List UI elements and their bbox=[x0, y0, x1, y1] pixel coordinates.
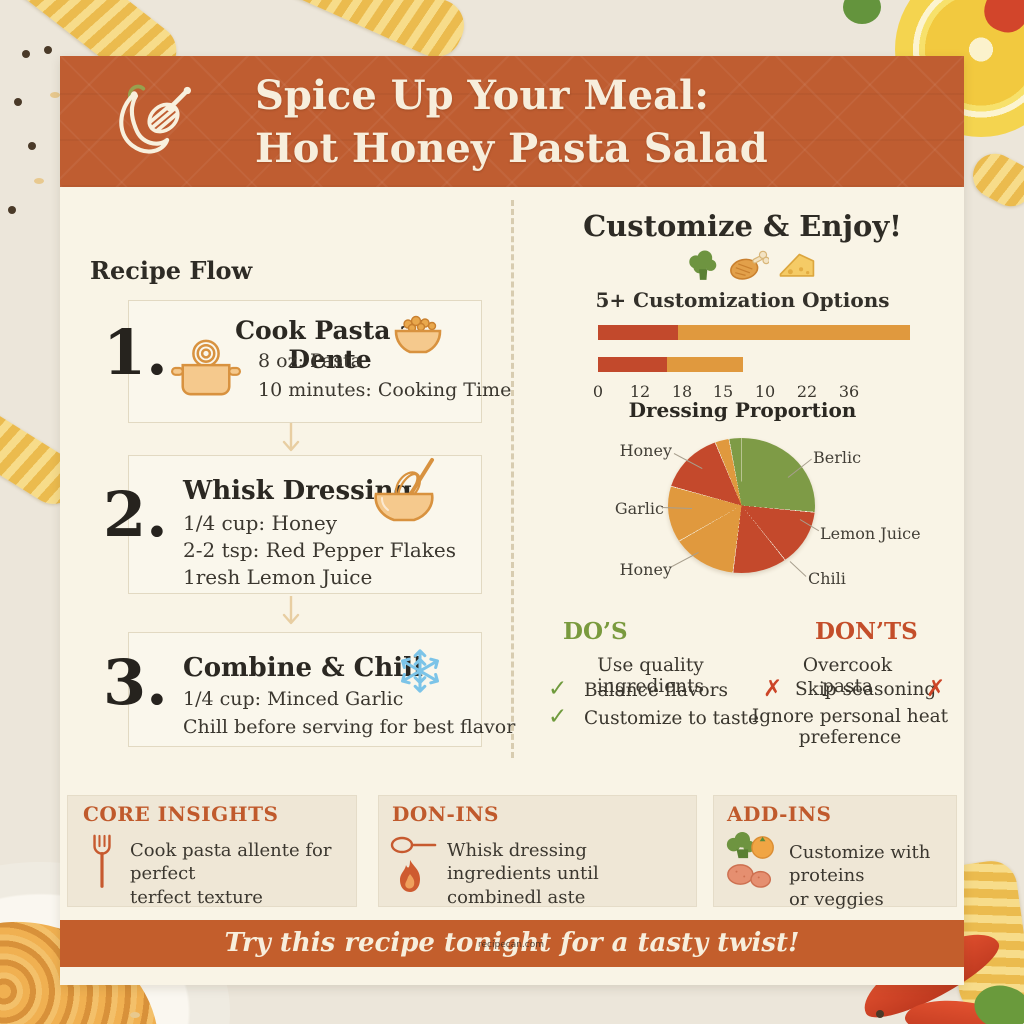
pie-chart bbox=[668, 438, 815, 573]
footer-banner bbox=[60, 920, 964, 967]
dos-heading: DO’S bbox=[563, 618, 628, 645]
pie-label-chili: Chili bbox=[808, 569, 846, 588]
footer-tagline: Try this recipe tonight for a tasty twis… bbox=[224, 928, 800, 958]
axis-tick: 12 bbox=[629, 382, 651, 401]
step-detail: 2-2 tsp: Red Pepper Flakes bbox=[183, 538, 456, 562]
pie-label-honey-top: Honey bbox=[619, 441, 672, 460]
watermark: recipecan.com bbox=[478, 940, 544, 950]
flow-arrow-icon bbox=[282, 423, 300, 452]
pasta-decoration bbox=[965, 146, 1024, 214]
pie-label-garlic: Garlic bbox=[614, 499, 664, 518]
bar-chart-row bbox=[598, 325, 910, 340]
step-detail: 1/4 cup: Honey bbox=[183, 511, 338, 535]
don-ins-card bbox=[378, 795, 697, 907]
broccoli-icon bbox=[689, 250, 717, 280]
card-text-line: Customize with proteins bbox=[789, 842, 931, 887]
customize-heading: Customize & Enjoy! bbox=[583, 209, 902, 243]
bar-chart-row bbox=[598, 357, 910, 372]
don-ins-text: Whisk dressing ingredients until combine… bbox=[447, 839, 695, 909]
bar-segment bbox=[598, 357, 667, 372]
donts-item: Skip seasoning bbox=[795, 679, 937, 700]
whisk-bowl-icon bbox=[374, 458, 434, 522]
axis-tick: 0 bbox=[592, 382, 604, 401]
x-icon: ✗ bbox=[763, 676, 783, 702]
axis-tick: 18 bbox=[671, 382, 693, 401]
step-number-2: 2. bbox=[103, 478, 168, 551]
veggies-icon bbox=[726, 832, 774, 888]
cheese-icon bbox=[779, 253, 815, 277]
customize-icons-row bbox=[686, 247, 816, 285]
axis-tick: 22 bbox=[796, 382, 818, 401]
column-divider bbox=[511, 200, 514, 758]
peppercorn-decoration bbox=[28, 142, 36, 150]
drumstick-icon bbox=[729, 250, 770, 280]
donts-item: Overcook pasta bbox=[802, 655, 893, 697]
bar-segment bbox=[677, 325, 910, 340]
donts-heading: DON’TS bbox=[815, 618, 918, 645]
pie-label-berlic: Berlic bbox=[813, 448, 862, 467]
flow-arrow-icon bbox=[282, 596, 300, 625]
snowflake-icon bbox=[401, 649, 439, 693]
add-ins-heading: ADD-INS bbox=[727, 802, 832, 826]
peppercorn-decoration bbox=[44, 46, 52, 54]
donts-item: Ignore personal heat preference bbox=[751, 706, 949, 748]
customization-options-subheading: 5+ Customization Options bbox=[595, 288, 890, 312]
card-text-line: Whisk dressing bbox=[447, 840, 587, 861]
recipe-flow-heading: Recipe Flow bbox=[90, 256, 253, 285]
core-insights-card bbox=[67, 795, 357, 907]
x-icon: ✗ bbox=[926, 676, 946, 702]
pie-label-honey-bottom: Honey bbox=[619, 560, 672, 579]
card-text-line: ingredients until combinedl aste bbox=[447, 863, 599, 908]
page-title: Spice Up Your Meal: Hot Honey Pasta Sala… bbox=[255, 70, 915, 176]
step-detail: 1resh Lemon Juice bbox=[183, 565, 373, 589]
pie-label-lemon-juice: Lemon Juice bbox=[820, 524, 921, 543]
axis-tick: 36 bbox=[838, 382, 860, 401]
card-text-line: terfect texture bbox=[130, 886, 263, 908]
step-detail: 1/4 cup: Minced Garlic bbox=[183, 688, 404, 710]
flame-icon bbox=[400, 860, 420, 892]
header-banner bbox=[60, 56, 964, 187]
pea-decoration bbox=[843, 0, 881, 24]
step-detail: 10 minutes: Cooking Time bbox=[258, 379, 512, 401]
card-text-line: Cook pasta allente for perfect bbox=[130, 840, 332, 885]
axis-tick: 10 bbox=[754, 382, 776, 401]
pasta-bowl-icon bbox=[394, 315, 442, 354]
dos-item: Use quality ingredients bbox=[596, 655, 705, 697]
sesame-decoration bbox=[130, 1012, 140, 1018]
step-detail: 8 oz: Pasta bbox=[258, 350, 362, 372]
peppercorn-decoration bbox=[22, 50, 30, 58]
bar-segment bbox=[598, 325, 678, 340]
peppercorn-decoration bbox=[14, 98, 22, 106]
core-insights-text: Cook pasta allente for perfect terfect t… bbox=[130, 839, 352, 909]
step-title-1: Cook Pasta al Dente bbox=[235, 316, 425, 374]
step-title-2: Whisk Dressing bbox=[183, 476, 412, 506]
sesame-decoration bbox=[50, 92, 60, 98]
step-detail: Chill before serving for best flavor bbox=[183, 716, 516, 738]
card-text-line: or veggies bbox=[789, 888, 884, 910]
core-insights-heading: CORE INSIGHTS bbox=[83, 802, 279, 826]
fork-icon bbox=[93, 834, 111, 888]
bar-chart-title: Dressing Proportion bbox=[628, 398, 857, 422]
pot-icon bbox=[170, 339, 242, 396]
don-ins-heading: DON-INS bbox=[392, 802, 499, 826]
dos-item: Balance flavors bbox=[584, 680, 728, 701]
bar-segment bbox=[666, 357, 744, 372]
peppercorn-decoration bbox=[8, 206, 16, 214]
step-number-3: 3. bbox=[103, 646, 168, 719]
check-icon: ✓ bbox=[548, 704, 568, 730]
title-line2: Hot Honey Pasta Salad bbox=[255, 124, 768, 172]
step-number-1: 1. bbox=[103, 316, 168, 389]
spoon-icon bbox=[390, 836, 437, 854]
chili-honey-dipper-icon bbox=[119, 84, 191, 154]
add-ins-text: Customize with proteins or veggies bbox=[789, 841, 955, 911]
title-line1: Spice Up Your Meal: bbox=[255, 72, 710, 119]
axis-tick: 15 bbox=[712, 382, 734, 401]
peppercorn-decoration bbox=[876, 1010, 884, 1018]
sesame-decoration bbox=[34, 178, 44, 184]
dos-item: Customize to taste bbox=[584, 708, 759, 729]
check-icon: ✓ bbox=[548, 676, 568, 702]
step-title-3: Combine & Chill bbox=[183, 653, 423, 683]
